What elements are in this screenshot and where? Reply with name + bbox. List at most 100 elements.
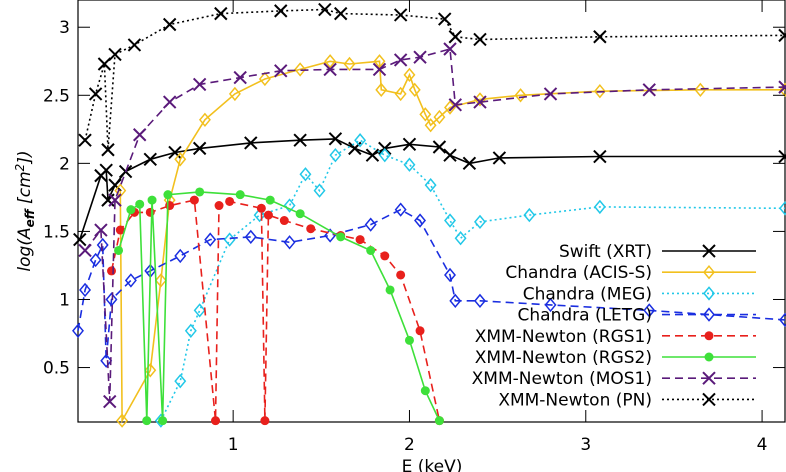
marker — [462, 156, 477, 171]
y-tick-label: 1.5 — [43, 222, 70, 242]
marker — [403, 67, 416, 83]
marker — [779, 312, 786, 328]
marker — [135, 199, 145, 209]
marker — [424, 118, 437, 133]
marker — [434, 416, 444, 426]
marker — [473, 95, 487, 109]
marker — [328, 132, 343, 146]
marker — [193, 303, 206, 318]
marker — [114, 183, 127, 198]
y-label-part: 2 — [13, 164, 27, 172]
marker — [355, 235, 365, 245]
marker — [168, 145, 182, 160]
marker — [184, 323, 197, 338]
x-tick-label: 3 — [580, 435, 591, 455]
marker — [260, 416, 270, 426]
marker — [101, 143, 115, 157]
marker — [433, 109, 446, 125]
marker — [474, 293, 486, 309]
marker — [385, 285, 395, 295]
marker — [228, 86, 241, 102]
marker — [449, 293, 462, 309]
marker — [88, 87, 103, 101]
marker — [443, 42, 457, 56]
marker — [198, 112, 211, 127]
marker — [394, 202, 407, 217]
marker — [373, 54, 386, 69]
marker — [143, 152, 157, 166]
marker — [318, 2, 332, 17]
marker — [283, 198, 296, 213]
marker — [253, 207, 266, 223]
marker — [514, 88, 527, 103]
marker — [124, 273, 137, 288]
marker — [225, 196, 235, 206]
marker — [414, 213, 427, 228]
marker — [448, 98, 463, 112]
marker — [174, 373, 187, 389]
marker — [108, 193, 122, 207]
legend-label: XMM-Newton (RGS2) — [475, 348, 652, 368]
marker — [364, 217, 377, 232]
marker — [244, 229, 257, 245]
series-line — [119, 60, 785, 424]
legend-marker — [704, 331, 714, 341]
marker — [543, 87, 558, 101]
marker — [214, 201, 224, 211]
marker — [593, 84, 606, 99]
marker — [419, 107, 432, 122]
marker — [343, 56, 356, 72]
marker — [144, 363, 157, 378]
marker — [372, 62, 387, 77]
marker — [365, 148, 380, 162]
marker — [294, 62, 307, 77]
marker — [366, 245, 376, 255]
marker — [336, 232, 346, 242]
marker — [192, 77, 207, 92]
marker — [403, 157, 416, 172]
marker — [142, 416, 152, 426]
marker — [233, 70, 247, 85]
marker — [158, 416, 168, 426]
marker — [195, 187, 205, 197]
x-tick-label: 4 — [757, 435, 768, 455]
marker — [73, 232, 87, 247]
y-tick-label: 2 — [59, 154, 70, 174]
marker — [324, 54, 337, 69]
marker — [642, 83, 656, 97]
marker — [174, 152, 187, 167]
x-tick-label: 2 — [404, 435, 415, 455]
marker — [448, 30, 463, 44]
marker — [106, 266, 116, 276]
marker — [244, 136, 258, 150]
y-label-part: [cm — [15, 171, 35, 209]
marker — [306, 224, 316, 234]
marker — [454, 231, 467, 246]
marker — [279, 216, 289, 226]
marker — [100, 353, 113, 368]
legend-label: XMM-Newton (PN) — [498, 390, 652, 410]
y-label-part: log(A — [15, 227, 35, 271]
marker — [408, 82, 421, 98]
legend-label: Chandra (LETG) — [518, 306, 652, 326]
marker — [438, 12, 452, 26]
marker — [116, 413, 129, 428]
legend-marker — [702, 371, 716, 385]
series-line — [117, 191, 441, 421]
marker — [283, 235, 296, 250]
legend: Swift (XRT)Chandra (ACIS-S)Chandra (MEG)… — [472, 242, 756, 410]
legend-label: Chandra (ACIS-S) — [505, 263, 652, 283]
legend-marker — [703, 307, 715, 322]
legend-label: XMM-Newton (RGS1) — [475, 327, 652, 347]
marker — [99, 163, 113, 177]
marker — [97, 57, 112, 71]
marker — [263, 210, 273, 220]
marker — [274, 4, 288, 18]
marker — [214, 6, 228, 21]
marker — [396, 270, 406, 280]
legend-label: XMM-Newton (MOS1) — [472, 369, 652, 389]
marker — [274, 64, 288, 78]
marker — [115, 225, 125, 235]
marker — [492, 151, 507, 165]
